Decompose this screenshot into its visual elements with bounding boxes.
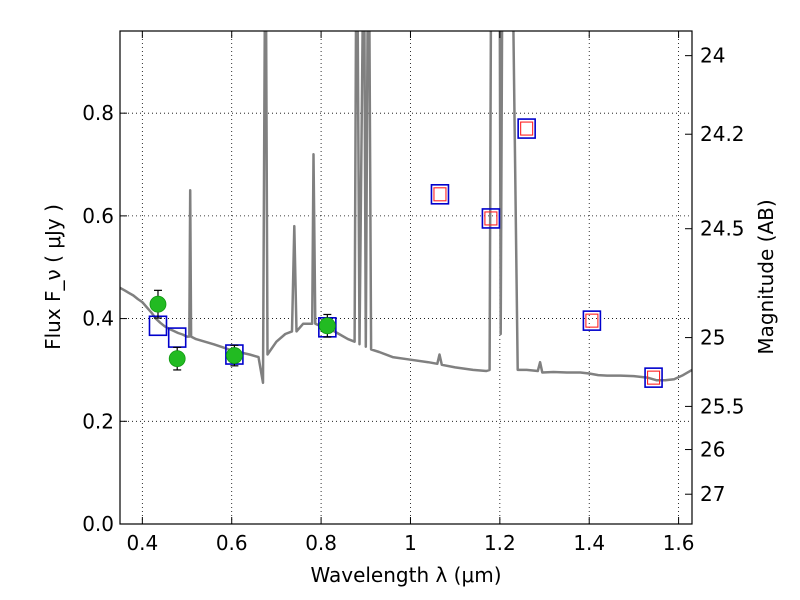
x-tick-label: 1 — [404, 531, 417, 555]
observed-point — [168, 350, 186, 368]
upper-limit-marker — [484, 211, 498, 226]
y-tick-label: 0.8 — [82, 101, 114, 125]
y-axis: 0.0 0.2 0.4 0.6 0.8 — [82, 101, 127, 536]
y2-tick-label: 25 — [700, 326, 725, 350]
upper-limit-marker — [647, 370, 661, 385]
observed-point — [318, 317, 336, 335]
model-square-marker — [582, 310, 602, 331]
model-square-marker — [430, 184, 450, 205]
x-axis: 0.4 0.6 0.8 1 1.2 1.4 1.6 — [126, 31, 695, 555]
y2-tick-label: 24.2 — [700, 122, 745, 146]
upper-limit-marker — [433, 187, 447, 202]
upper-limit-marker — [520, 121, 534, 136]
y-tick-label: 0.4 — [82, 307, 114, 331]
model-square-marker — [481, 208, 501, 229]
y2-tick-label: 24.5 — [700, 217, 745, 241]
x-tick-label: 1.2 — [484, 531, 516, 555]
y2-tick-label: 25.5 — [700, 394, 745, 418]
x-tick-label: 1.6 — [663, 531, 695, 555]
observed-point — [149, 295, 167, 313]
observed-point — [225, 347, 243, 364]
y-tick-label: 0.6 — [82, 204, 114, 228]
sed-curve — [120, 31, 692, 385]
y-tick-label: 0.0 — [82, 512, 114, 536]
marker-group — [148, 118, 663, 388]
y-tick-label: 0.2 — [82, 409, 114, 433]
x-tick-label: 0.4 — [126, 531, 158, 555]
y2-axis-title: Magnitude (AB) — [754, 199, 778, 354]
x-tick-label: 0.8 — [305, 531, 337, 555]
model-square-marker — [517, 118, 536, 139]
y2-tick-label: 26 — [700, 438, 725, 462]
y2-tick-label: 27 — [700, 482, 725, 506]
upper-limit-marker — [585, 313, 599, 328]
y2-axis: 24 24.2 24.5 25 25.5 26 27 — [685, 44, 745, 506]
sed-curve-group — [120, 31, 692, 385]
plot-frame — [119, 30, 693, 525]
model-square-marker — [644, 367, 663, 388]
x-axis-title: Wavelength λ (μm) — [310, 563, 501, 587]
x-tick-label: 0.6 — [216, 531, 248, 555]
y2-tick-label: 24 — [700, 44, 725, 68]
plot-background — [120, 31, 692, 524]
y-axis-title: Flux F_ν ( μJy ) — [41, 204, 65, 350]
x-tick-label: 1.4 — [573, 531, 605, 555]
